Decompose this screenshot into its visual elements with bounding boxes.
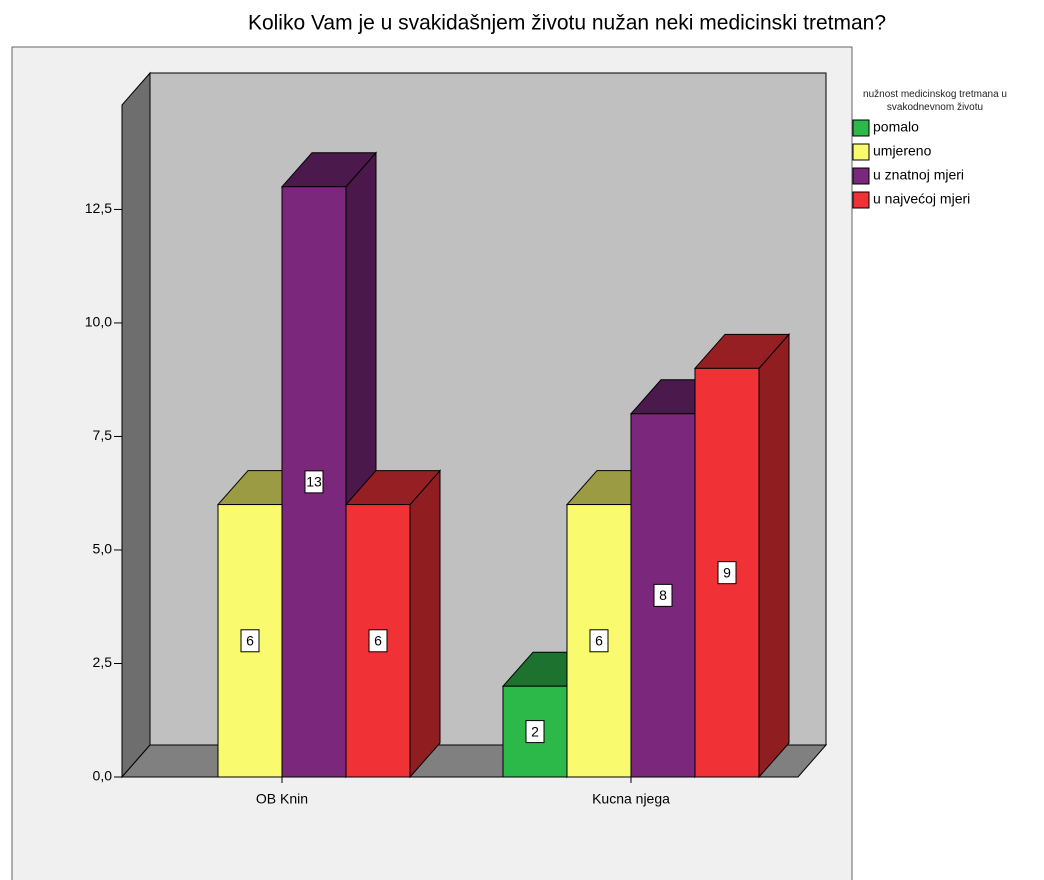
value-label-box <box>717 561 737 585</box>
x-tick-label: OB Knin <box>256 791 308 807</box>
legend-label: umjereno <box>873 143 932 159</box>
chart-title: Koliko Vam je u svakidašnjem životu nuža… <box>248 12 886 35</box>
bar-side <box>409 469 441 779</box>
left-wall <box>121 71 151 779</box>
legend-label: pomalo <box>873 119 919 135</box>
y-tick-label: 10,0 <box>85 314 112 330</box>
value-label: 8 <box>659 587 667 603</box>
legend-swatch <box>852 167 870 185</box>
legend-label: u znatnoj mjeri <box>873 167 964 183</box>
legend-swatch <box>852 119 870 137</box>
value-label: 6 <box>595 632 603 648</box>
y-tick-label: 0,0 <box>93 768 113 784</box>
legend-title: nužnost medicinskog tretmana u svakodnev… <box>863 89 1007 113</box>
y-tick-label: 5,0 <box>93 541 113 557</box>
value-label-box <box>589 629 609 653</box>
value-label-box <box>368 629 388 653</box>
value-label: 9 <box>723 564 731 580</box>
value-label: 6 <box>374 632 382 648</box>
value-label-box <box>525 720 545 744</box>
legend-swatch <box>852 191 870 209</box>
y-tick-label: 2,5 <box>93 654 113 670</box>
value-label: 2 <box>531 723 539 739</box>
x-tick-label: Kucna njega <box>592 791 670 807</box>
legend-label: u najvećoj mjeri <box>873 191 970 207</box>
value-label: 13 <box>306 474 322 490</box>
value-label-box <box>653 583 673 607</box>
y-tick-label: 7,5 <box>93 427 113 443</box>
legend-swatch <box>852 143 870 161</box>
value-label-box <box>304 470 324 494</box>
y-tick-label: 12,5 <box>85 200 112 216</box>
value-label: 6 <box>246 632 254 648</box>
bar-side <box>758 333 790 779</box>
value-label-box <box>240 629 260 653</box>
